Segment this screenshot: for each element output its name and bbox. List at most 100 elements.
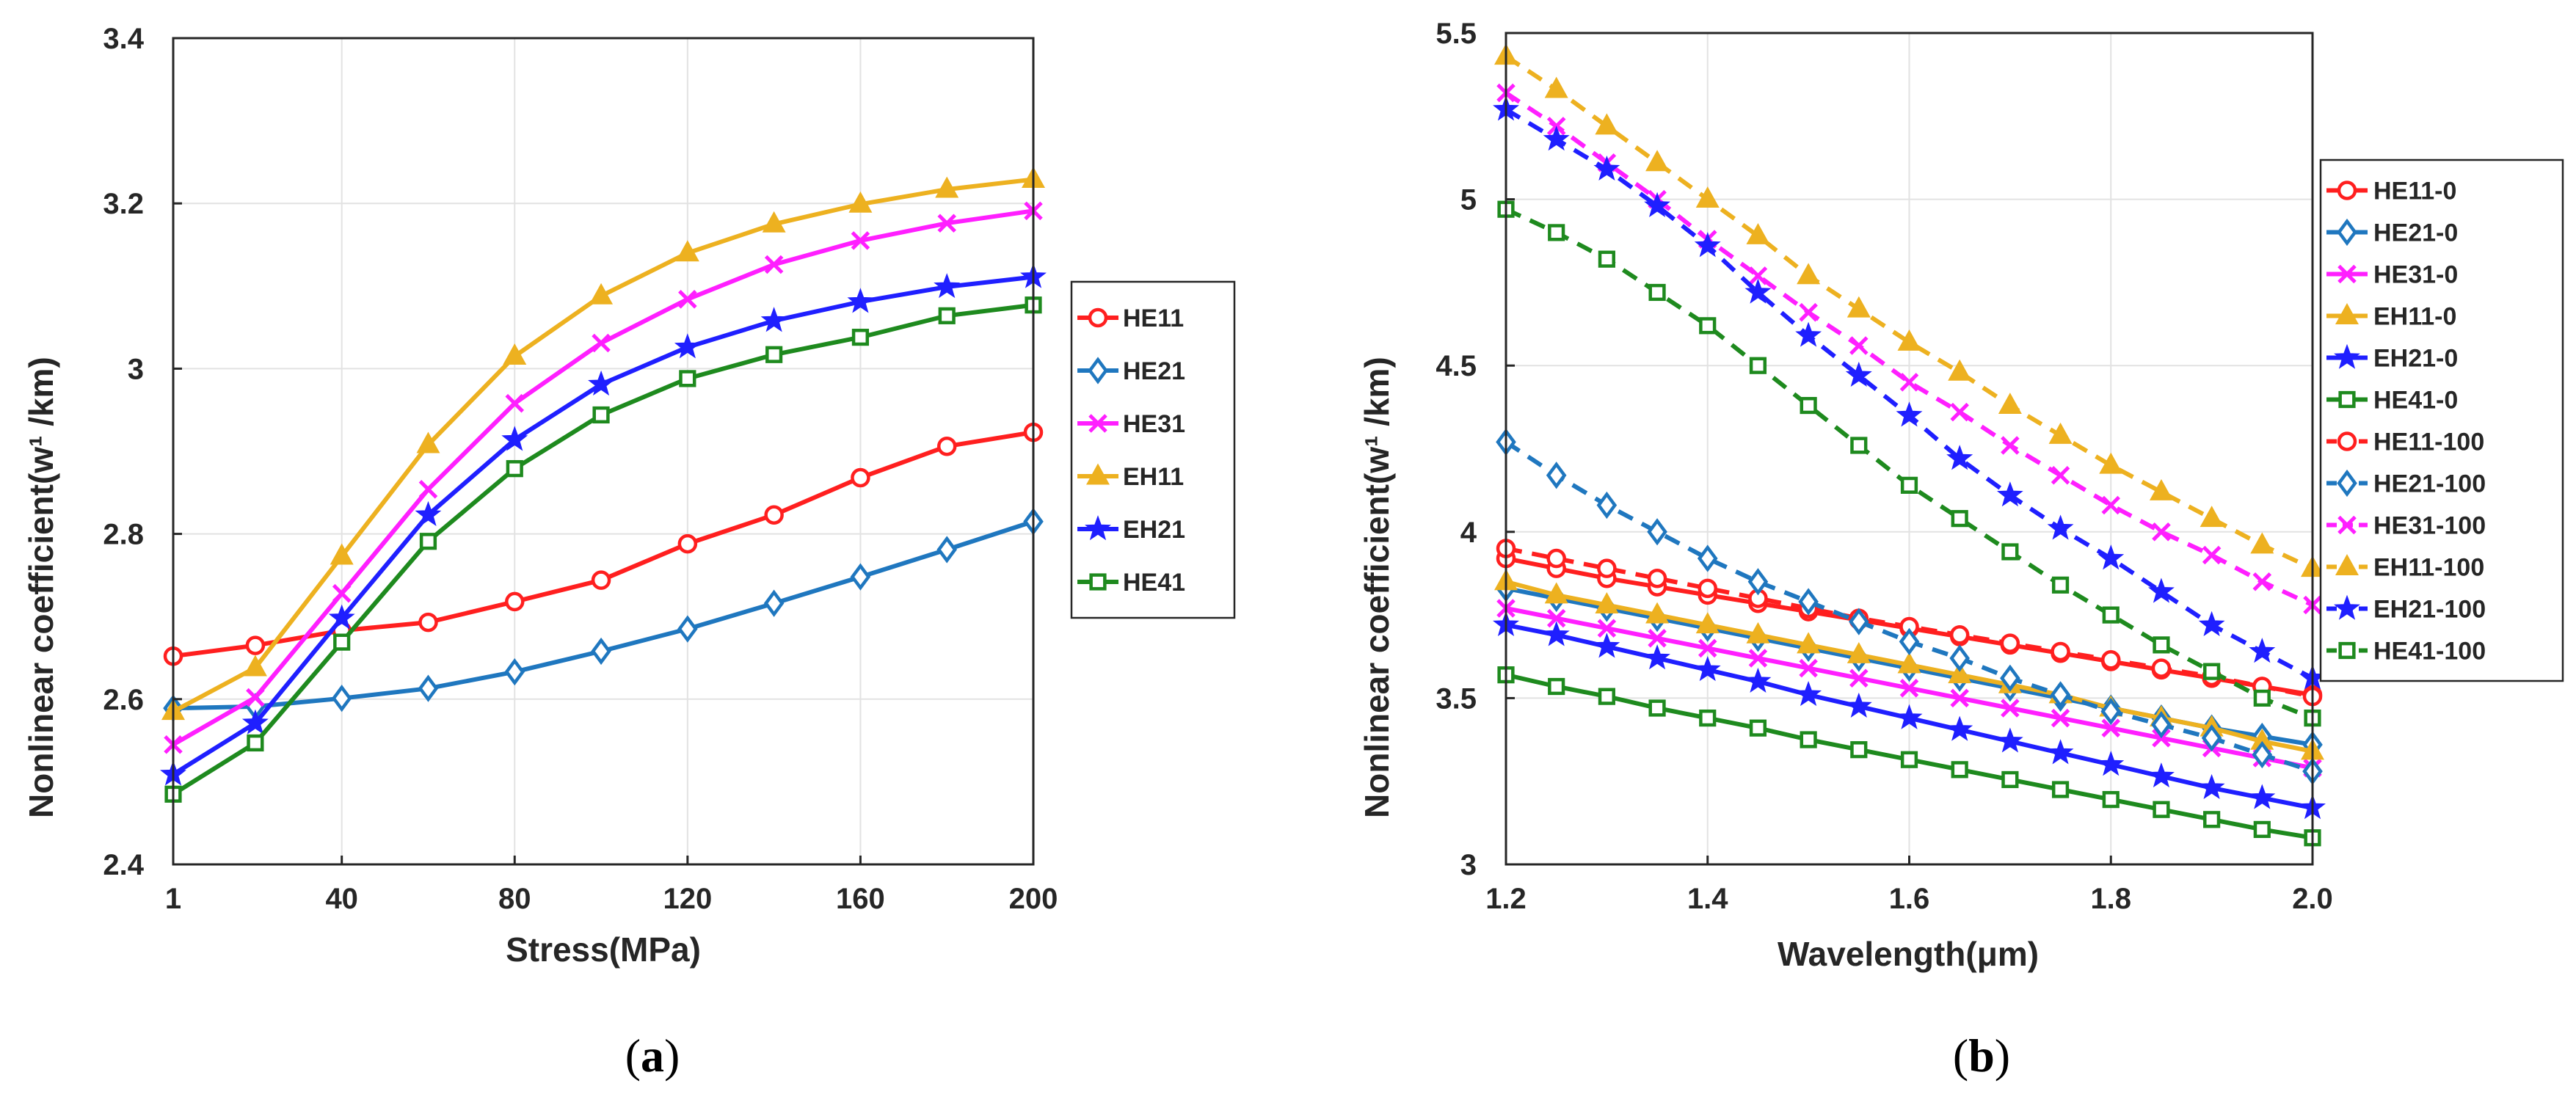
panel-b-legend-label-EH11-100: EH11-100	[2373, 554, 2484, 582]
panel-b-label: (b)	[1953, 1029, 2010, 1082]
panel-b-y-axis-label-tail: ¹ /km)	[1358, 357, 1396, 447]
panel-a-y-axis-label-main: Nonlinear coefficient(w	[22, 447, 60, 818]
panel-b-point-EH11-0-9	[1948, 662, 1972, 684]
panel-a-legend-label-EH11: EH11	[1123, 463, 1184, 491]
panel-b-lines	[1493, 43, 2326, 847]
panel-b-point-EH21-0-2	[1593, 633, 1620, 658]
panel-b-point-HE41-0-12	[2102, 791, 2120, 809]
panel-b-point-HE21-100-2	[1596, 491, 1618, 520]
panel-a-series-HE41	[164, 296, 1042, 803]
panel-b-point-EH11-100-3	[1645, 150, 1670, 172]
panel-b-point-HE11-100-4	[1698, 578, 1717, 599]
panel-b-point-HE21-100-13	[2151, 711, 2172, 739]
panel-a-point-EH11-5	[589, 283, 614, 305]
panel-a-point-HE31-2	[332, 583, 352, 603]
panel-b-point-HE41-0-15	[2253, 820, 2271, 839]
panel-b-point-HE31-100-11	[2051, 465, 2070, 485]
panel-b-point-EH11-0-4	[1695, 612, 1720, 634]
panel-a-point-EH21-7	[760, 307, 787, 332]
panel-b-point-EH11-100-4	[1695, 186, 1720, 208]
panel-a-legend-marker-EH11	[1086, 463, 1110, 485]
panel-b-legend-label-HE41-100: HE41-100	[2373, 638, 2486, 666]
panel-b-point-EH21-100-7	[1845, 361, 1872, 387]
panel-a-series-line-HE11	[172, 430, 1034, 659]
panel-a-point-EH21-1	[241, 709, 269, 735]
panel-b-point-HE31-0-4	[1698, 638, 1717, 658]
panel-b: 1.2 1.4 1.6 1.8 2.0 3 3.5 4 4.5 5 5.5 Wavelength(…	[1358, 18, 2564, 1082]
panel-a-y-tick-label-5: 3.4	[103, 23, 144, 55]
panel-a-label-letter: a	[641, 1029, 664, 1082]
panel-b-point-EH11-100-2	[1595, 113, 1619, 135]
panel-b-point-EH21-0-1	[1543, 621, 1570, 646]
panel-a-y-axis-label-tail: ¹ /km)	[22, 357, 60, 447]
panel-b-point-HE21-100-10	[2000, 664, 2020, 692]
panel-b-point-HE21-100-11	[2050, 681, 2071, 709]
panel-a-point-EH21-4	[501, 426, 528, 451]
panel-a-lines	[160, 167, 1047, 803]
panel-b-series-line-EH11-100	[1505, 54, 2314, 571]
panel-b-point-EH21-100-13	[2148, 577, 2175, 603]
panel-b-series-line-HE31-100	[1505, 91, 2314, 608]
panel-b-point-HE31-100-13	[2152, 522, 2171, 542]
panel-a-legend-label-EH21: EH21	[1123, 516, 1185, 544]
panel-b-legend-marker-EH11-0	[2335, 303, 2359, 324]
panel-a-point-HE21-3	[418, 674, 439, 702]
panel-b-point-HE31-0-10	[2001, 699, 2020, 718]
panel-b-label-open: (	[1953, 1029, 1968, 1082]
panel-b-point-HE11-100-9	[1949, 625, 1970, 645]
panel-b-point-EH11-0-2	[1595, 592, 1619, 613]
panel-b-point-EH21-0-11	[2047, 739, 2074, 765]
panel-b-point-EH21-0-3	[1644, 644, 1670, 670]
panel-b-point-EH11-100-6	[1797, 263, 1821, 285]
panel-a-point-EH11-6	[675, 240, 699, 262]
panel-a-y-tick-label-4: 3.2	[103, 188, 144, 220]
panel-a-point-EH11-9	[935, 176, 959, 198]
panel-a-x-ticks: 1 40 80 120 160 200	[165, 856, 1058, 915]
panel-a-point-HE21-4	[504, 658, 525, 686]
panel-b-point-HE41-100-8	[1900, 476, 1918, 494]
panel-b-legend-label-HE31-0: HE31-0	[2373, 261, 2458, 289]
panel-a-point-EH11-4	[503, 343, 527, 365]
panel-b-point-HE41-0-9	[1951, 761, 1968, 779]
panel-b-grid	[1505, 32, 2313, 865]
panel-a-point-EH21-2	[328, 604, 355, 630]
panel-a-point-HE31-5	[592, 333, 611, 353]
panel-a-x-axis-label: Stress(MPa)	[506, 930, 701, 969]
panel-b-x-tick-label-2: 1.6	[1889, 883, 1930, 915]
panel-b-legend-label-EH11-0: EH11-0	[2373, 303, 2456, 331]
panel-a-legend: HE11 HE21 HE31 EH11 EH21 HE41	[1070, 280, 1236, 619]
panel-b-point-HE31-0-5	[1748, 649, 1768, 668]
panel-b-point-EH21-100-9	[1946, 445, 1973, 470]
panel-a-series-line-HE21	[172, 519, 1034, 711]
panel-b-series-HE21-100	[1496, 428, 2323, 785]
panel-b-point-HE21-100-9	[1949, 644, 1970, 672]
panel-a-point-EH11-8	[848, 191, 873, 213]
panel-a-y-tick-label-2: 2.8	[103, 519, 144, 551]
panel-b-point-EH21-100-10	[1996, 481, 2023, 507]
panel-b-point-HE31-0-3	[1648, 629, 1667, 648]
panel-b-point-HE41-100-6	[1800, 396, 1817, 415]
panel-a-y-axis-label: Nonlinear coefficient(w¹ /km)	[22, 357, 60, 818]
panel-b-series-HE41-100	[1497, 200, 2321, 727]
panel-a-point-HE31-3	[418, 480, 438, 499]
panel-a-point-HE41-4	[506, 460, 523, 478]
panel-b-y-tick-label-4: 5	[1460, 184, 1477, 216]
panel-b-point-HE31-0-9	[1950, 688, 1969, 708]
panel-a-point-HE11-8	[851, 467, 870, 488]
panel-b-series-EH21-100	[1493, 95, 2326, 690]
panel-b-series-HE41-0	[1497, 666, 2321, 847]
panel-b-point-EH21-0-12	[2097, 751, 2125, 776]
panel-b-legend-marker-HE21-100	[2337, 469, 2357, 498]
panel-a-legend-label-HE21: HE21	[1123, 357, 1185, 385]
panel-b-point-HE41-100-2	[1598, 250, 1615, 268]
panel-b-point-HE41-0-1	[1548, 677, 1565, 696]
panel-b-point-EH11-100-13	[2149, 478, 2173, 500]
panel-a-point-HE21-2	[331, 685, 352, 712]
panel-b-legend-marker-HE41-100	[2338, 641, 2356, 660]
panel-b-point-EH21-100-11	[2047, 514, 2074, 540]
panel-b-point-HE21-100-3	[1647, 518, 1667, 546]
panel-b-point-HE41-100-11	[2051, 576, 2070, 594]
panel-a-point-HE11-5	[591, 570, 611, 590]
panel-b-point-EH11-100-10	[1998, 393, 2022, 415]
panel-b-point-HE41-0-13	[2153, 801, 2170, 818]
